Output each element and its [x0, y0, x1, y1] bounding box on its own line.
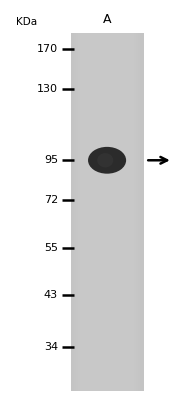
Bar — [76, 33, 78, 391]
Ellipse shape — [88, 147, 126, 174]
Text: 170: 170 — [37, 44, 58, 54]
Bar — [71, 33, 144, 391]
Bar — [74, 33, 76, 391]
Text: 34: 34 — [44, 342, 58, 352]
Bar — [138, 33, 140, 391]
Bar — [71, 33, 73, 391]
Bar — [73, 33, 74, 391]
Bar — [78, 33, 80, 391]
Text: KDa: KDa — [16, 17, 37, 27]
Bar — [136, 33, 138, 391]
Bar — [134, 33, 136, 391]
Text: 55: 55 — [44, 243, 58, 253]
Bar — [142, 33, 144, 391]
Text: A: A — [103, 13, 111, 26]
Text: 130: 130 — [37, 84, 58, 94]
Text: 43: 43 — [44, 290, 58, 300]
Bar — [140, 33, 142, 391]
Ellipse shape — [97, 153, 113, 168]
Text: 72: 72 — [44, 195, 58, 205]
Text: 95: 95 — [44, 155, 58, 165]
